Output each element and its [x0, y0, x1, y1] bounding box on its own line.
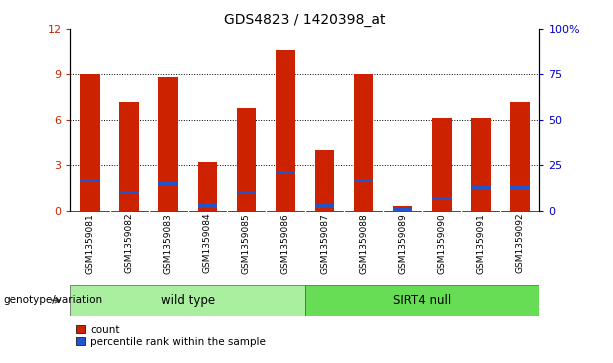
Bar	[432, 118, 452, 211]
Bar	[120, 191, 139, 194]
Text: GSM1359092: GSM1359092	[516, 213, 524, 273]
Bar	[314, 204, 334, 208]
Bar	[197, 162, 217, 211]
Bar	[314, 150, 334, 211]
Text: GSM1359090: GSM1359090	[437, 213, 446, 274]
Bar	[70, 285, 305, 316]
Bar	[276, 50, 295, 211]
Bar	[393, 206, 413, 211]
Bar	[120, 102, 139, 211]
Legend: count, percentile rank within the sample: count, percentile rank within the sample	[75, 325, 266, 347]
Bar	[237, 191, 256, 194]
Text: GSM1359086: GSM1359086	[281, 213, 290, 274]
Text: GSM1359084: GSM1359084	[203, 213, 211, 273]
Text: GSM1359087: GSM1359087	[320, 213, 329, 274]
Bar	[276, 171, 295, 175]
Bar	[80, 179, 100, 182]
Text: genotype/variation: genotype/variation	[3, 295, 102, 305]
Text: GSM1359088: GSM1359088	[359, 213, 368, 274]
Bar	[158, 77, 178, 211]
Bar	[432, 197, 452, 200]
Title: GDS4823 / 1420398_at: GDS4823 / 1420398_at	[224, 13, 386, 26]
Bar	[471, 118, 490, 211]
Text: GSM1359091: GSM1359091	[476, 213, 485, 274]
Bar	[158, 182, 178, 185]
Text: GSM1359082: GSM1359082	[124, 213, 134, 273]
Text: GSM1359089: GSM1359089	[398, 213, 407, 274]
Bar	[510, 102, 530, 211]
Text: SIRT4 null: SIRT4 null	[393, 294, 451, 307]
Bar	[354, 179, 373, 182]
Text: GSM1359085: GSM1359085	[242, 213, 251, 274]
Bar	[510, 186, 530, 189]
Text: GSM1359083: GSM1359083	[164, 213, 173, 274]
Text: wild type: wild type	[161, 294, 215, 307]
Bar	[197, 204, 217, 208]
Bar	[80, 74, 100, 211]
Bar	[393, 207, 413, 211]
Bar	[305, 285, 539, 316]
Bar	[354, 74, 373, 211]
Bar	[237, 108, 256, 211]
Text: GSM1359081: GSM1359081	[86, 213, 94, 274]
Bar	[471, 186, 490, 189]
